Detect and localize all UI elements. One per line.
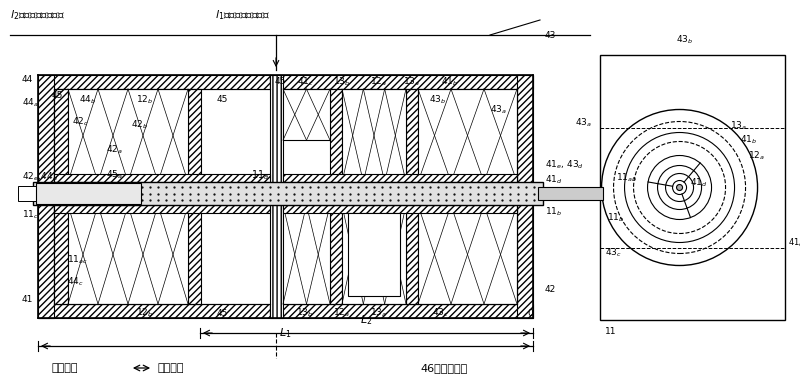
Bar <box>270 304 533 318</box>
Text: $11_{ab}$: $11_{ab}$ <box>616 171 638 184</box>
Text: $41_b$: $41_b$ <box>739 133 757 146</box>
Text: 46：位置原点: 46：位置原点 <box>420 363 467 373</box>
Text: $12_a$: $12_a$ <box>370 76 387 88</box>
Bar <box>68 205 188 304</box>
Bar <box>68 89 188 182</box>
Text: $44_c$: $44_c$ <box>66 276 83 288</box>
Text: $11_b$: $11_b$ <box>545 206 562 218</box>
Bar <box>368 89 380 304</box>
Bar <box>283 205 330 304</box>
Text: $13_a$: $13_a$ <box>403 76 421 88</box>
Text: $L_1$: $L_1$ <box>279 326 292 340</box>
Text: 45: 45 <box>216 96 228 105</box>
Text: 45: 45 <box>216 308 228 317</box>
Bar <box>418 205 517 304</box>
Bar <box>283 174 517 182</box>
Text: $42_e$,$44_d$: $42_e$,$44_d$ <box>22 171 58 183</box>
Text: 43: 43 <box>545 30 556 39</box>
Text: $41_b$: $41_b$ <box>442 76 458 88</box>
Text: $11_{ab}$: $11_{ab}$ <box>545 191 566 203</box>
Bar <box>330 89 342 304</box>
Bar <box>342 205 406 304</box>
Bar <box>349 213 399 296</box>
Bar <box>54 89 68 304</box>
Text: 44: 44 <box>22 76 34 85</box>
Text: 45: 45 <box>274 78 286 87</box>
Text: 11: 11 <box>605 328 617 337</box>
Bar <box>538 186 603 200</box>
Text: 前进方向: 前进方向 <box>158 363 185 373</box>
Text: $42_c$: $42_c$ <box>71 116 89 128</box>
Bar <box>517 75 533 318</box>
Text: $43_b$: $43_b$ <box>676 34 693 46</box>
Text: $41_d$: $41_d$ <box>690 176 707 189</box>
Bar <box>270 75 533 89</box>
Text: $12_a$: $12_a$ <box>334 307 350 319</box>
Text: $41_d$: $41_d$ <box>545 174 562 186</box>
Bar <box>188 89 201 304</box>
Text: $44_a$: $44_a$ <box>22 97 39 109</box>
Bar <box>36 183 141 204</box>
Text: 42: 42 <box>545 285 556 294</box>
Text: $l_2$：后退电磁致动器: $l_2$：后退电磁致动器 <box>10 8 65 22</box>
Text: $42_b$: $42_b$ <box>131 119 149 131</box>
Text: $L_2$: $L_2$ <box>360 313 373 327</box>
Text: $43_a$: $43_a$ <box>575 116 592 129</box>
Text: $13_b$: $13_b$ <box>296 307 314 319</box>
Text: $11_{ac}$: $11_{ac}$ <box>66 254 87 266</box>
Text: $41_c$: $41_c$ <box>297 76 314 88</box>
Circle shape <box>677 184 682 190</box>
Text: $42_a$: $42_a$ <box>106 144 123 156</box>
Text: $44_b$: $44_b$ <box>79 94 97 106</box>
Text: $42_d$: $42_d$ <box>22 186 40 198</box>
Bar <box>418 89 517 182</box>
Text: $11_c$: $11_c$ <box>22 209 39 221</box>
Text: $12_b$: $12_b$ <box>136 307 154 319</box>
Text: $43_a$: $43_a$ <box>490 104 507 116</box>
Bar <box>283 205 517 213</box>
Text: $43_c$: $43_c$ <box>431 307 449 319</box>
Bar <box>38 75 270 89</box>
Bar <box>283 89 330 140</box>
Bar <box>600 55 785 320</box>
Text: 41: 41 <box>22 296 34 305</box>
Text: $41_e$,$43_d$: $41_e$,$43_d$ <box>788 236 800 249</box>
Text: $45_a$: $45_a$ <box>106 169 123 181</box>
Text: $13_a$: $13_a$ <box>730 119 746 132</box>
Bar <box>54 174 270 182</box>
Bar <box>406 89 418 304</box>
Bar <box>270 75 283 318</box>
Bar <box>342 89 406 182</box>
Bar <box>38 75 54 318</box>
Bar <box>38 304 270 318</box>
Text: $43_b$: $43_b$ <box>430 94 446 106</box>
Text: $43_c$: $43_c$ <box>605 246 622 259</box>
Text: 后退方向: 后退方向 <box>52 363 78 373</box>
Text: $11_a$: $11_a$ <box>251 168 269 182</box>
Text: $41_e$, $43_d$: $41_e$, $43_d$ <box>545 159 584 171</box>
Text: $13_a$: $13_a$ <box>370 307 387 319</box>
Bar <box>54 205 270 213</box>
Bar <box>33 182 543 205</box>
Text: $12_a$: $12_a$ <box>747 149 765 162</box>
Text: $l_1$：前进电磁致动器: $l_1$：前进电磁致动器 <box>215 8 270 22</box>
Text: $13_b$: $13_b$ <box>334 76 350 88</box>
Text: 45: 45 <box>51 90 62 99</box>
Text: $11_b$: $11_b$ <box>607 211 625 224</box>
Bar <box>18 186 40 201</box>
Text: 0: 0 <box>527 308 533 317</box>
Text: $12_b$: $12_b$ <box>136 94 154 106</box>
